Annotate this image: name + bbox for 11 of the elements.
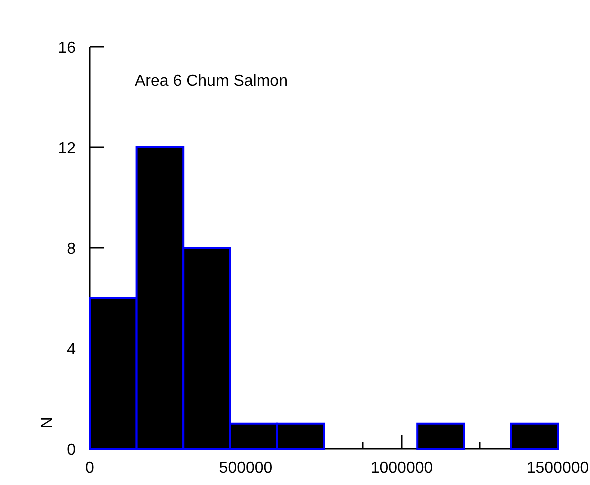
y-tick-label: 4: [67, 342, 76, 358]
y-tick-label: 16: [58, 40, 76, 57]
x-tick-label: 1000000: [370, 460, 434, 477]
y-axis-title: N: [39, 417, 56, 429]
y-tick-label: 0: [67, 442, 76, 459]
x-tick-label: 1500000: [526, 460, 590, 477]
text: Area 6 Chum Salmon: [135, 73, 288, 90]
y-tick-label: 12: [58, 140, 76, 158]
y-tick-label: 8: [67, 241, 76, 258]
x-tick-label: 500000: [219, 460, 273, 477]
x-tick-label: 0: [86, 460, 95, 477]
